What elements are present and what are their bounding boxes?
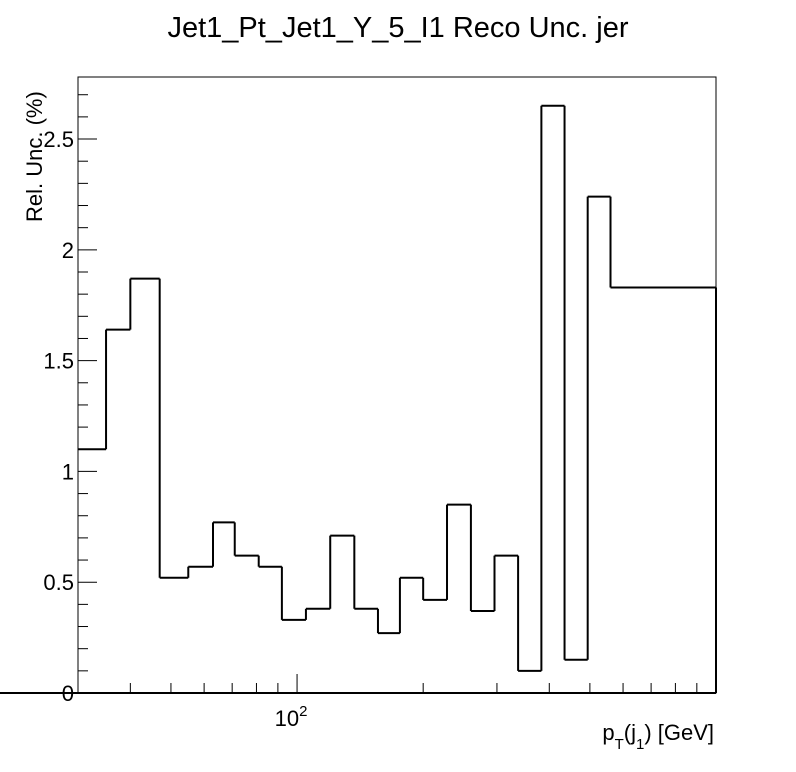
y-tick-label: 1.5 bbox=[43, 349, 74, 374]
x-tick-label-base: 10 bbox=[275, 706, 299, 731]
plot-frame bbox=[77, 76, 717, 694]
histogram-series bbox=[0, 104, 717, 694]
y-axis: 00.511.522.5 bbox=[43, 94, 97, 706]
x-axis-label-sub-1: 1 bbox=[636, 736, 644, 753]
x-axis-label: pT(j1) [GeV] bbox=[602, 720, 714, 753]
y-tick-label: 0.5 bbox=[43, 570, 74, 595]
y-tick-label: 2 bbox=[62, 238, 74, 263]
y-axis-label: Rel. Unc. (%) bbox=[22, 91, 47, 222]
x-axis: 102 bbox=[129, 674, 698, 731]
chart-title: Jet1_Pt_Jet1_Y_5_I1 Reco Unc. jer bbox=[167, 12, 628, 44]
y-tick-label: 1 bbox=[62, 459, 74, 484]
x-axis-label-end: ) [GeV] bbox=[644, 720, 714, 745]
x-axis-label-sub-t: T bbox=[615, 736, 624, 753]
x-tick-label: 102 bbox=[275, 703, 308, 731]
plot-area: 00.511.522.5 102 bbox=[0, 76, 717, 731]
x-axis-label-mid: (j bbox=[624, 720, 636, 745]
x-axis-label-p: p bbox=[602, 720, 614, 745]
x-tick-label-exponent: 2 bbox=[299, 703, 307, 720]
y-tick-label: 2.5 bbox=[43, 127, 74, 152]
